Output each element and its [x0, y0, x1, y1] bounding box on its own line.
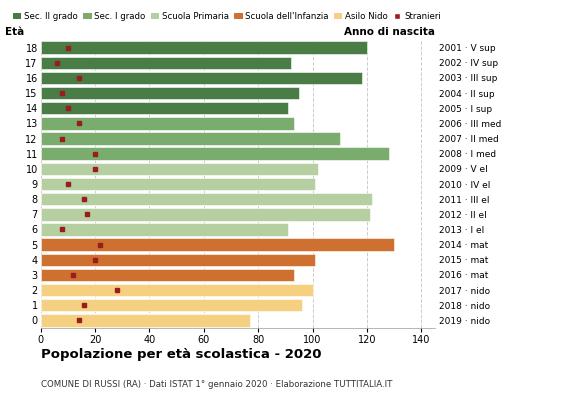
Legend: Sec. II grado, Sec. I grado, Scuola Primaria, Scuola dell'Infanzia, Asilo Nido, : Sec. II grado, Sec. I grado, Scuola Prim… [9, 8, 444, 24]
Bar [41, 254, 316, 266]
Bar [41, 117, 293, 130]
Bar [41, 178, 316, 190]
Bar [41, 56, 291, 69]
Bar [41, 102, 288, 114]
Text: Popolazione per età scolastica - 2020: Popolazione per età scolastica - 2020 [41, 348, 321, 361]
Bar [41, 238, 394, 251]
Bar [41, 163, 318, 175]
Bar [41, 208, 369, 220]
Bar [41, 132, 340, 145]
Bar [41, 87, 299, 99]
Bar [41, 299, 302, 312]
Bar [41, 314, 250, 327]
Bar [41, 284, 313, 296]
Text: Anno di nascita: Anno di nascita [344, 27, 435, 37]
Bar [41, 72, 361, 84]
Bar [41, 148, 389, 160]
Bar [41, 193, 372, 205]
Text: COMUNE DI RUSSI (RA) · Dati ISTAT 1° gennaio 2020 · Elaborazione TUTTITALIA.IT: COMUNE DI RUSSI (RA) · Dati ISTAT 1° gen… [41, 380, 392, 389]
Text: Età: Età [5, 27, 24, 37]
Bar [41, 269, 293, 281]
Bar [41, 223, 288, 236]
Bar [41, 41, 367, 54]
